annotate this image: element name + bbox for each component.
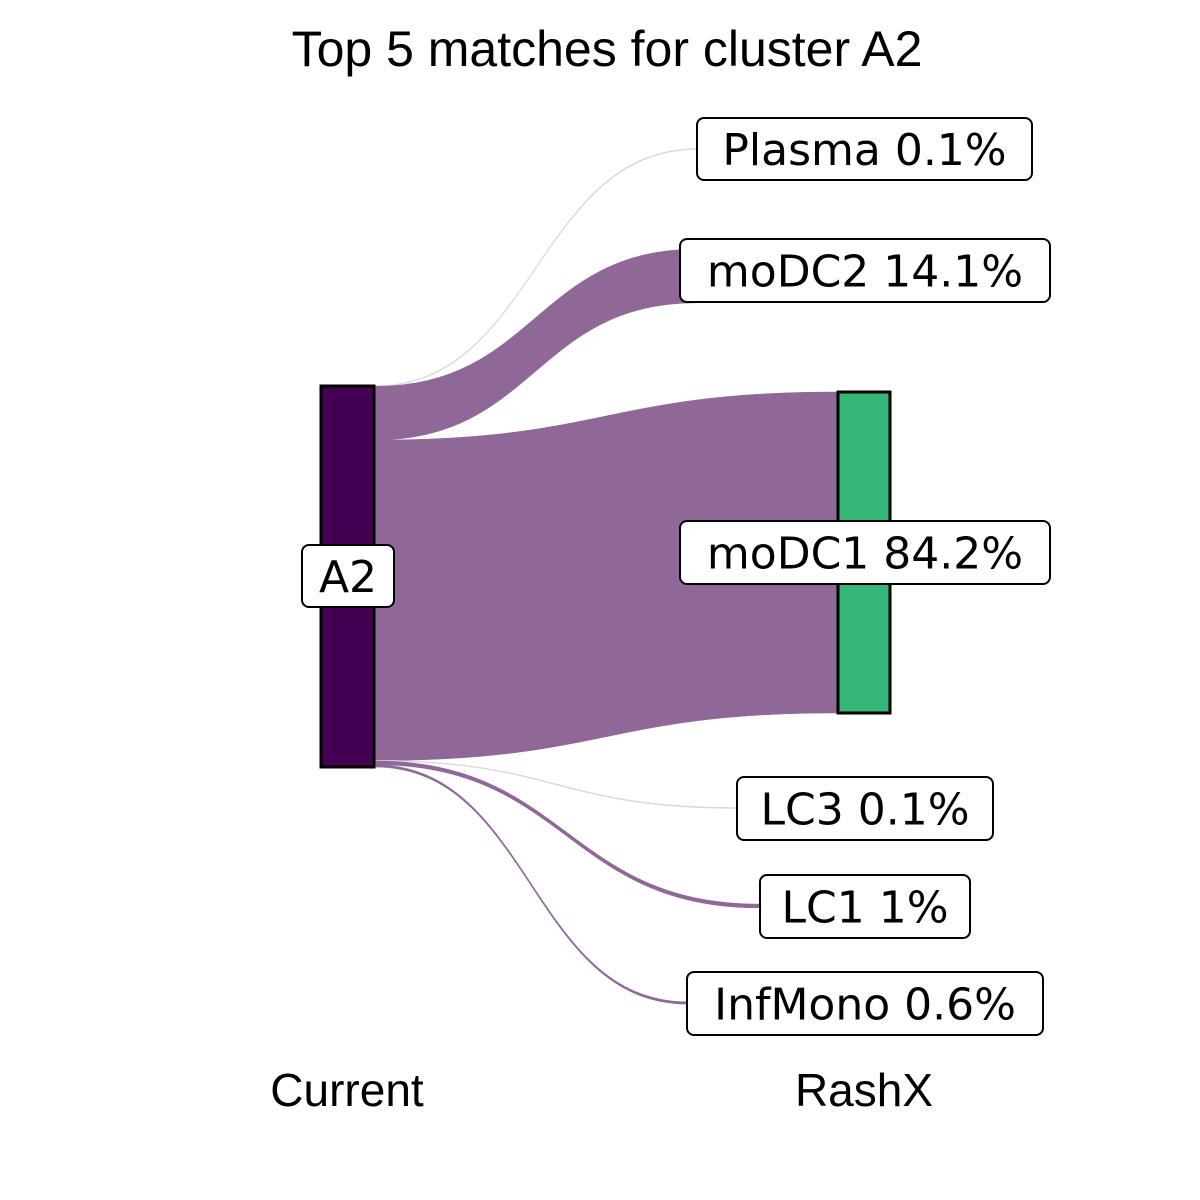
flow-infmono <box>373 764 689 1005</box>
label-plasma: Plasma 0.1% <box>722 125 1006 176</box>
label-group: Plasma 0.1% moDC2 14.1% moDC1 84.2% LC3 0.1… <box>301 117 1051 1036</box>
label-box-plasma <box>696 117 1033 181</box>
label-box-source <box>301 544 395 608</box>
label-infmono: InfMono 0.6% <box>714 980 1016 1031</box>
label-lc3: LC3 0.1% <box>761 785 970 836</box>
label-box-infmono <box>686 971 1044 1036</box>
label-source: A2 <box>319 552 377 603</box>
label-lc1: LC1 1% <box>781 883 948 934</box>
label-box-modc1 <box>679 520 1051 585</box>
label-modc1: moDC1 84.2% <box>707 529 1023 580</box>
label-box-modc2 <box>679 238 1051 303</box>
chart-title: Top 5 matches for cluster A2 <box>292 21 923 77</box>
label-box-lc3 <box>736 776 994 841</box>
flow-group <box>373 148 839 1005</box>
label-modc2: moDC2 14.1% <box>707 247 1023 298</box>
column-label-rashx: RashX <box>795 1064 933 1116</box>
column-label-current: Current <box>270 1064 424 1116</box>
label-box-lc1 <box>759 874 971 939</box>
flow-lc1 <box>373 760 761 909</box>
